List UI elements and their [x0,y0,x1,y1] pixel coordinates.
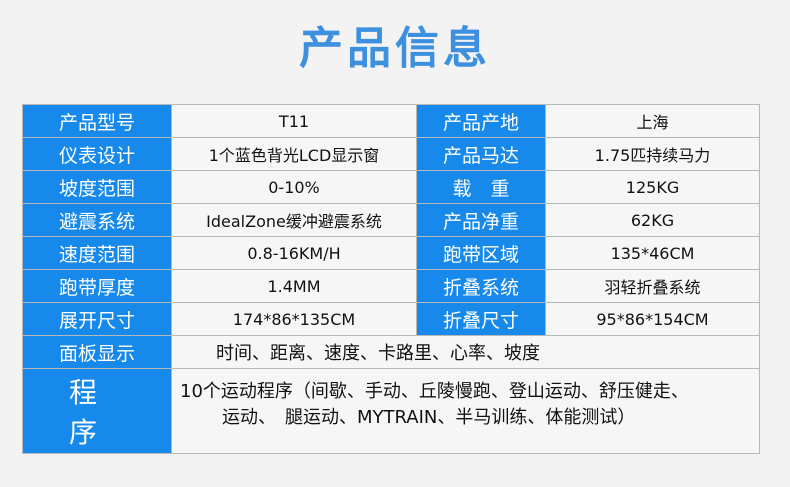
spec-value: 1.75匹持续马力 [545,137,760,171]
page-title: 产品信息 [299,23,491,74]
spec-value: 0-10% [171,170,417,204]
spec-label: 折叠系统 [416,269,546,303]
spec-table: 产品型号 T11 产品产地 上海 仪表设计 1个蓝色背光LCD显示窗 产品马达 1.75匹持续… [22,104,760,454]
table-row: 产品型号 T11 产品产地 上海 [22,104,760,138]
spec-value: 1个蓝色背光LCD显示窗 [171,137,417,171]
spec-label: 仪表设计 [22,137,172,171]
spec-label: 跑带区域 [416,236,546,270]
spec-label: 展开尺寸 [22,302,172,336]
spec-value: IdealZone缓冲避震系统 [171,203,417,237]
spec-value: 95*86*154CM [545,302,760,336]
spec-label: 面板显示 [22,335,172,369]
spec-value: 125KG [545,170,760,204]
spec-value: 174*86*135CM [171,302,417,336]
spec-value: 1.4MM [171,269,417,303]
spec-value: 10个运动程序（间歇、手动、丘陵慢跑、登山运动、舒压健走、运动、 腿运动、MYT… [171,368,760,454]
spec-label: 程序 [22,368,172,454]
table-row: 避震系统 IdealZone缓冲避震系统 产品净重 62KG [22,203,760,237]
spec-label: 产品净重 [416,203,546,237]
spec-label: 载 重 [416,170,546,204]
spec-label: 折叠尺寸 [416,302,546,336]
spec-label: 速度范围 [22,236,172,270]
spec-value: 62KG [545,203,760,237]
table-row: 跑带厚度 1.4MM 折叠系统 羽轻折叠系统 [22,269,760,303]
program-line: 运动、 腿运动、MYTRAIN、半马训练、体能测试） [222,407,636,428]
spec-label: 跑带厚度 [22,269,172,303]
table-row: 坡度范围 0-10% 载 重 125KG [22,170,760,204]
table-row: 速度范围 0.8-16KM/H 跑带区域 135*46CM [22,236,760,270]
spec-value: 上海 [545,104,760,138]
table-row: 面板显示 时间、距离、速度、卡路里、心率、坡度 [22,335,760,369]
spec-label: 坡度范围 [22,170,172,204]
table-row: 程序 10个运动程序（间歇、手动、丘陵慢跑、登山运动、舒压健走、 运动、 腿运动、M… [22,368,760,454]
spec-value: 135*46CM [545,236,760,270]
spec-value: 0.8-16KM/H [171,236,417,270]
spec-label: 产品马达 [416,137,546,171]
spec-value: T11 [171,104,417,138]
spec-label: 避震系统 [22,203,172,237]
spec-label: 产品型号 [22,104,172,138]
program-line: 10个运动程序（间歇、手动、丘陵慢跑、登山运动、舒压健走、 [180,381,689,402]
spec-value: 时间、距离、速度、卡路里、心率、坡度 [171,335,760,369]
spec-label: 产品产地 [416,104,546,138]
table-row: 展开尺寸 174*86*135CM 折叠尺寸 95*86*154CM [22,302,760,336]
table-row: 仪表设计 1个蓝色背光LCD显示窗 产品马达 1.75匹持续马力 [22,137,760,171]
spec-value: 羽轻折叠系统 [545,269,760,303]
